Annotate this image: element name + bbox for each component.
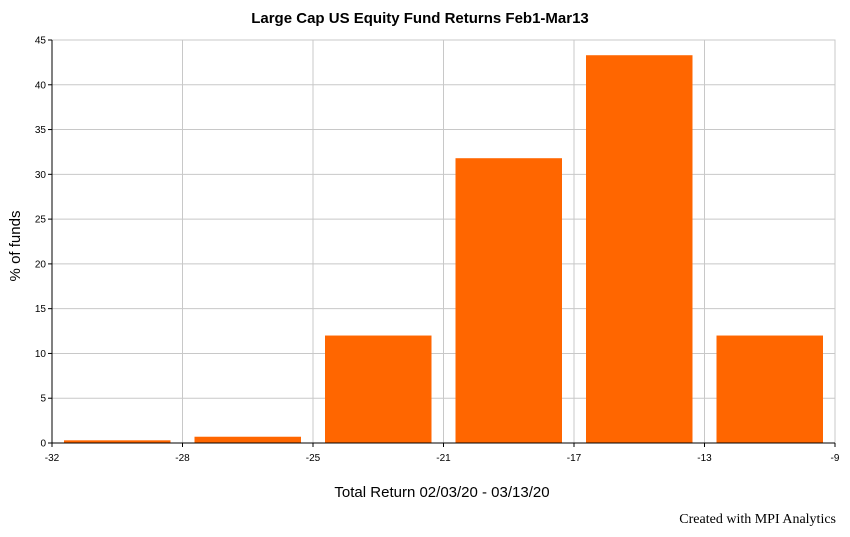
x-tick-label: -13 (697, 453, 712, 464)
y-tick-label: 35 (35, 125, 47, 136)
y-tick-label: 15 (35, 304, 47, 315)
bars (64, 55, 823, 444)
tick-labels: 0 5 10 15 20 25 30 35 40 45 -32 -28 -25 -21 -17 -13 -9 (35, 36, 840, 465)
x-tick-label: -17 (567, 453, 582, 464)
y-tick-label: 0 (40, 439, 46, 450)
y-tick-label: 45 (35, 36, 47, 47)
histogram-bar (586, 55, 693, 443)
x-axis-label: Total Return 02/03/20 - 03/13/20 (334, 484, 549, 501)
histogram-bar (716, 335, 823, 443)
y-tick-label: 20 (35, 259, 47, 270)
histogram-bar (325, 335, 432, 443)
y-tick-label: 5 (40, 394, 46, 405)
chart-title: Large Cap US Equity Fund Returns Feb1-Ma… (251, 10, 589, 27)
x-tick-label: -28 (175, 453, 190, 464)
x-tick-label: -21 (436, 453, 451, 464)
y-axis-label: % of funds (7, 211, 24, 282)
y-tick-label: 30 (35, 170, 47, 181)
y-tick-label: 40 (35, 80, 47, 91)
x-tick-label: -9 (831, 453, 840, 464)
x-tick-label: -32 (45, 453, 60, 464)
histogram-bar (194, 436, 301, 443)
y-tick-label: 25 (35, 215, 47, 226)
histogram-bar (455, 158, 562, 444)
y-tick-label: 10 (35, 349, 47, 360)
histogram-bar (64, 440, 171, 443)
footer-credit: Created with MPI Analytics (679, 512, 836, 527)
axes (48, 39, 836, 447)
x-tick-label: -25 (306, 453, 321, 464)
